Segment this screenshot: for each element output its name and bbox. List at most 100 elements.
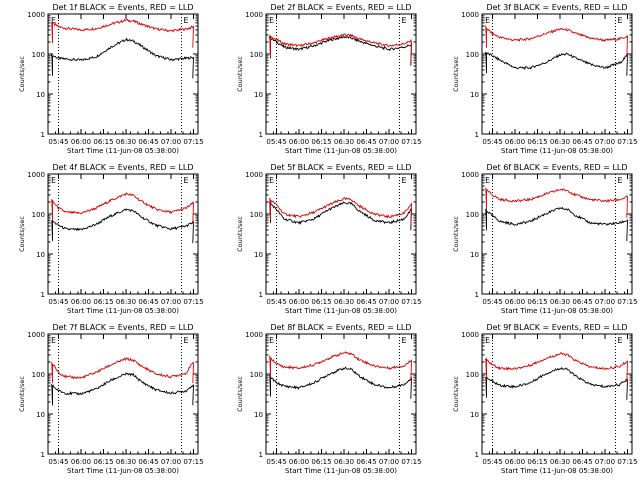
y-tick-label: 1: [475, 451, 479, 459]
lld-series-line: [268, 351, 412, 382]
y-tick-label: 1000: [245, 171, 263, 179]
x-axis-label: Start Time (11-Jun-08 05:38:00): [285, 467, 397, 475]
chart-title: Det 1f BLACK = Events, RED = LLD: [52, 3, 193, 12]
y-tick-label: 10: [470, 91, 479, 99]
x-tick-label: 06:15: [311, 298, 331, 306]
event-marker: E: [618, 176, 623, 185]
event-marker: E: [485, 16, 490, 25]
event-marker: E: [269, 336, 274, 345]
x-tick-label: 06:15: [527, 138, 547, 146]
x-tick-label: 06:15: [93, 298, 113, 306]
chart-panel-5: Det 5f BLACK = Events, RED = LLD 1 10 100 10…: [236, 163, 422, 315]
x-tick-label: 06:00: [505, 298, 525, 306]
plot-frame: [265, 333, 417, 455]
y-tick-label: 100: [250, 51, 263, 59]
x-tick-label: 06:00: [71, 458, 91, 466]
x-tick-label: 06:30: [116, 298, 136, 306]
x-tick-label: 06:00: [71, 298, 91, 306]
lld-series-line: [484, 352, 628, 383]
event-marker: E: [485, 336, 490, 345]
event-marker: E: [402, 16, 407, 25]
x-tick-label: 05:45: [482, 138, 502, 146]
event-marker: E: [402, 336, 407, 345]
plot-frame: [481, 13, 633, 135]
x-tick-label: 07:00: [595, 298, 615, 306]
chart-title: Det 7f BLACK = Events, RED = LLD: [52, 323, 193, 332]
y-axis-label: Counts/sec: [452, 56, 460, 92]
y-tick-label: 1000: [27, 11, 45, 19]
x-axis-label: Start Time (11-Jun-08 05:38:00): [285, 307, 397, 315]
x-tick-label: 06:30: [334, 138, 354, 146]
y-tick-label: 1: [475, 131, 479, 139]
plot-frame: [481, 333, 633, 455]
x-tick-label: 05:45: [266, 298, 286, 306]
events-series-line: [268, 35, 412, 66]
chart-panel-7: Det 7f BLACK = Events, RED = LLD 1 10 100 10…: [18, 323, 204, 475]
x-tick-label: 06:45: [138, 138, 158, 146]
event-marker: E: [269, 176, 274, 185]
y-tick-label: 10: [36, 251, 45, 259]
y-tick-label: 1: [41, 291, 45, 299]
x-tick-label: 07:00: [161, 138, 181, 146]
x-tick-label: 07:00: [379, 138, 399, 146]
x-axis-label: Start Time (11-Jun-08 05:38:00): [67, 467, 179, 475]
x-tick-label: 07:15: [617, 458, 637, 466]
chart-panel-6: Det 6f BLACK = Events, RED = LLD 1 10 100 10…: [452, 163, 638, 315]
x-tick-label: 06:00: [289, 458, 309, 466]
events-series-line: [268, 201, 412, 231]
events-series-line: [268, 366, 412, 399]
y-tick-label: 10: [36, 411, 45, 419]
y-tick-label: 100: [32, 51, 45, 59]
event-marker: E: [402, 176, 407, 185]
y-tick-label: 100: [466, 371, 479, 379]
y-tick-label: 10: [36, 91, 45, 99]
x-tick-label: 07:00: [379, 458, 399, 466]
event-marker: E: [618, 336, 623, 345]
x-axis-label: Start Time (11-Jun-08 05:38:00): [67, 307, 179, 315]
x-tick-label: 07:15: [183, 458, 203, 466]
x-tick-label: 06:30: [334, 298, 354, 306]
chart-title: Det 5f BLACK = Events, RED = LLD: [270, 163, 411, 172]
x-tick-label: 06:30: [334, 458, 354, 466]
x-tick-label: 06:15: [527, 458, 547, 466]
y-axis-label: Counts/sec: [236, 376, 244, 412]
x-axis-label: Start Time (11-Jun-08 05:38:00): [285, 147, 397, 155]
y-tick-label: 1: [475, 291, 479, 299]
y-tick-label: 1000: [245, 331, 263, 339]
x-tick-label: 07:15: [401, 298, 421, 306]
event-marker: E: [51, 176, 56, 185]
x-tick-label: 05:45: [48, 458, 68, 466]
y-tick-label: 100: [32, 371, 45, 379]
x-tick-label: 06:00: [505, 458, 525, 466]
x-tick-label: 06:00: [71, 138, 91, 146]
x-tick-label: 06:15: [311, 458, 331, 466]
y-axis-label: Counts/sec: [236, 216, 244, 252]
chart-title: Det 8f BLACK = Events, RED = LLD: [270, 323, 411, 332]
chart-title: Det 9f BLACK = Events, RED = LLD: [486, 323, 627, 332]
lld-series-line: [268, 197, 412, 226]
y-tick-label: 100: [250, 211, 263, 219]
chart-title: Det 6f BLACK = Events, RED = LLD: [486, 163, 627, 172]
x-axis-label: Start Time (11-Jun-08 05:38:00): [501, 147, 613, 155]
y-tick-label: 1000: [461, 11, 479, 19]
chart-panel-3: Det 3f BLACK = Events, RED = LLD 1 10 100 10…: [452, 3, 638, 155]
lld-series-line: [484, 25, 628, 58]
y-axis-label: Counts/sec: [18, 376, 26, 412]
events-series-line: [484, 366, 628, 400]
events-series-line: [484, 51, 628, 76]
y-tick-label: 1000: [27, 171, 45, 179]
x-tick-label: 06:45: [138, 298, 158, 306]
y-tick-label: 1: [41, 131, 45, 139]
chart-panel-1: Det 1f BLACK = Events, RED = LLD 1 10 100 10…: [18, 3, 204, 155]
x-tick-label: 06:15: [93, 138, 113, 146]
y-axis-label: Counts/sec: [18, 56, 26, 92]
y-tick-label: 10: [470, 411, 479, 419]
y-axis-label: Counts/sec: [452, 216, 460, 252]
x-tick-label: 06:45: [356, 298, 376, 306]
x-tick-label: 06:45: [356, 458, 376, 466]
y-axis-label: Counts/sec: [452, 376, 460, 412]
y-tick-label: 10: [470, 251, 479, 259]
x-tick-label: 06:45: [572, 298, 592, 306]
lld-series-line: [50, 357, 194, 383]
y-tick-label: 1: [41, 451, 45, 459]
